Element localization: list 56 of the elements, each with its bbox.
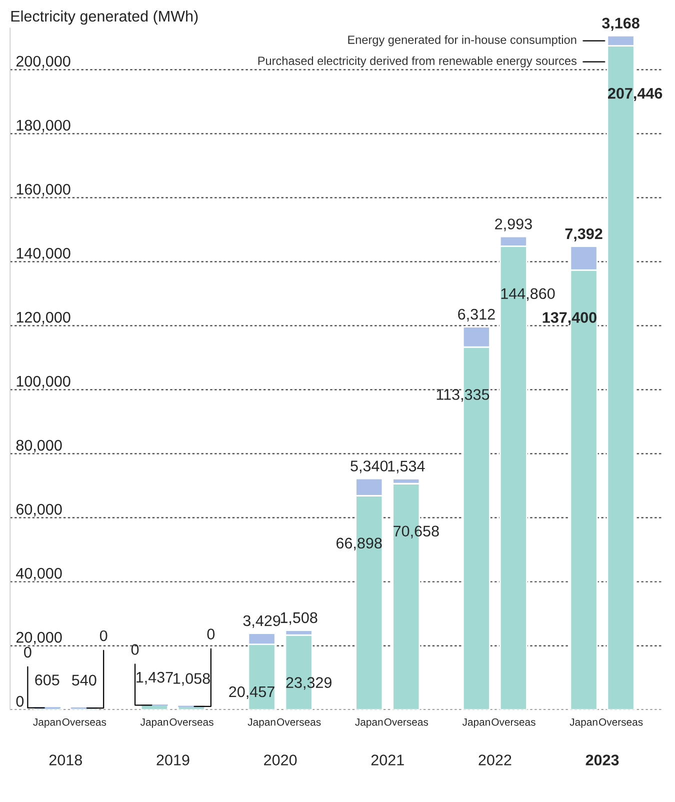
data-label: 0 [207, 628, 215, 640]
x-tick-label: Overseas [62, 718, 106, 726]
data-label: 137,400 [542, 312, 596, 326]
x-tick-label: Overseas [492, 718, 536, 726]
data-label: 3,168 [602, 18, 640, 31]
x-tick-label: Japan [355, 718, 383, 728]
data-label: 0 [100, 630, 108, 642]
y-tick-label: 200,000 [16, 56, 70, 68]
x-tick-label: Overseas [384, 718, 428, 726]
text: Energy generated for in-house consumption [348, 35, 576, 46]
data-label: 144,860 [501, 288, 555, 301]
data-label: 113,335 [436, 389, 490, 402]
y-tick-label: 100,000 [16, 376, 70, 389]
y-tick-label: 120,000 [16, 312, 70, 324]
x-tick-label: Overseas [277, 718, 321, 726]
x-tick-label: Overseas [598, 718, 643, 726]
x-tick-label: Japan [248, 718, 276, 728]
data-label: 0 [131, 644, 139, 655]
data-label: 7,392 [565, 228, 602, 242]
text: 2022 [478, 754, 512, 766]
text: Purchased electricity derived from renewable energy sources [258, 56, 577, 68]
data-label: 3,429 [243, 615, 280, 628]
text: 2018 [49, 754, 82, 766]
data-label: 1,437 [136, 672, 173, 685]
y-tick-label: 180,000 [16, 120, 70, 132]
text: 2020 [264, 754, 297, 766]
data-label: 1,508 [280, 612, 318, 625]
data-label: 1,534 [388, 460, 425, 474]
y-tick-label: 20,000 [16, 632, 62, 645]
data-label: 23,329 [286, 677, 332, 690]
y-tick-label: 0 [16, 696, 24, 707]
data-label: 20,457 [229, 686, 274, 699]
data-label: 207,446 [608, 88, 662, 101]
text: 2021 [371, 754, 404, 766]
x-tick-label: Japan [462, 718, 490, 728]
data-label: 540 [72, 674, 96, 686]
y-axis-title: Electricity generated (MWh) [11, 10, 198, 25]
data-label: 70,658 [394, 526, 439, 538]
text: 2019 [156, 754, 190, 766]
data-label: 5,340 [350, 460, 388, 474]
x-tick-label: Japan [570, 718, 598, 728]
y-tick-label: 60,000 [16, 504, 62, 517]
y-tick-label: 140,000 [16, 248, 70, 260]
x-tick-label: Overseas [170, 718, 214, 726]
x-tick-label: Japan [33, 718, 61, 728]
data-label: 0 [24, 646, 32, 658]
y-tick-label: 160,000 [16, 184, 70, 196]
data-label: 605 [35, 674, 60, 686]
data-label: 2,993 [495, 218, 532, 232]
y-tick-label: 80,000 [16, 440, 62, 453]
y-tick-label: 40,000 [16, 568, 62, 581]
data-label: 6,312 [458, 308, 495, 322]
data-label: 1,058 [174, 673, 210, 686]
data-label: 66,898 [336, 538, 382, 550]
x-tick-label: Japan [140, 718, 168, 728]
text: 2023 [586, 754, 619, 766]
